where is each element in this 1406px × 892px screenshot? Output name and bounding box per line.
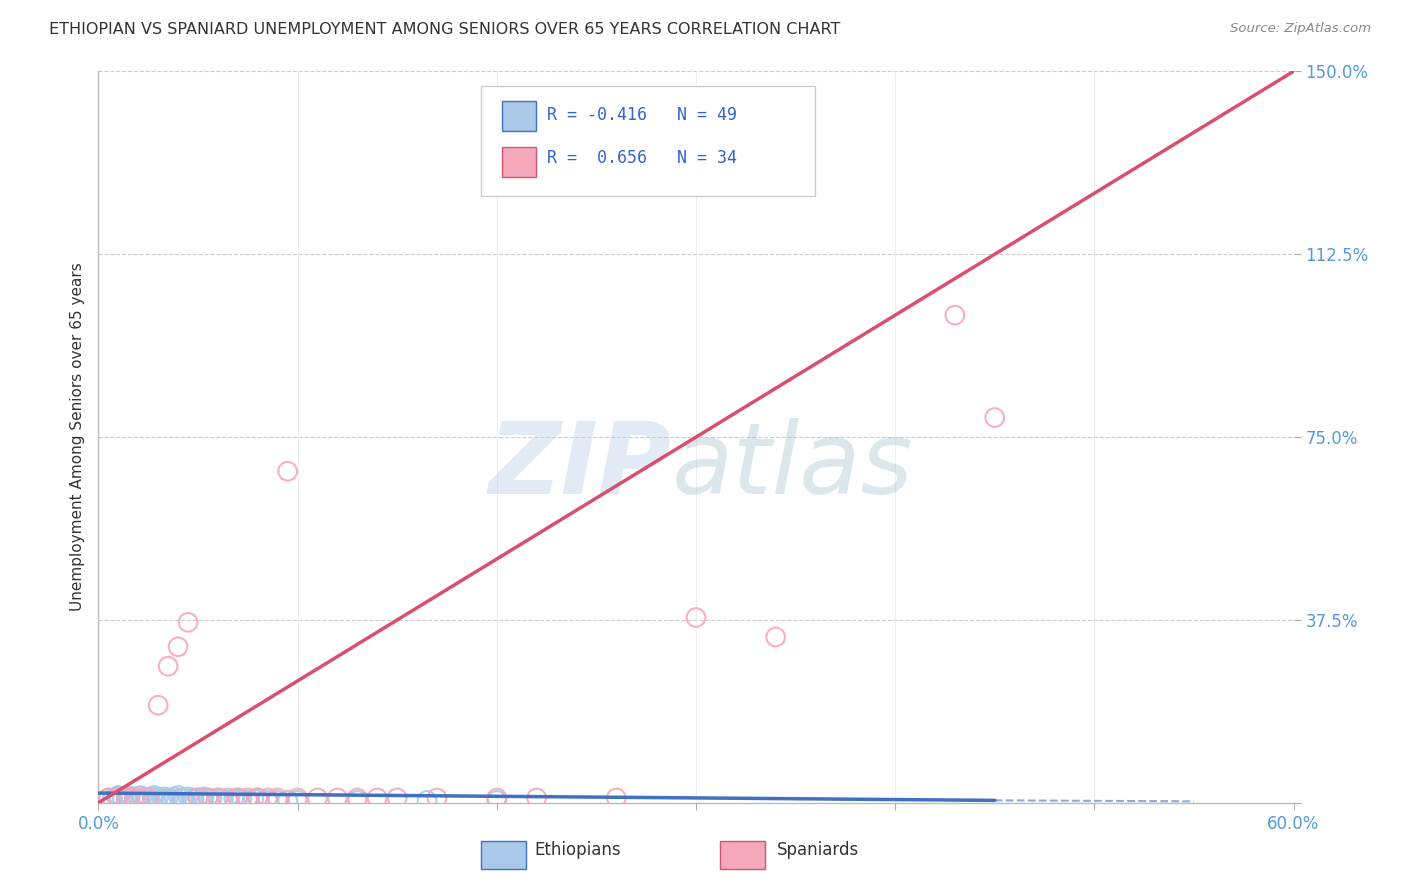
Y-axis label: Unemployment Among Seniors over 65 years: Unemployment Among Seniors over 65 years [70, 263, 86, 611]
Point [187, 791, 209, 805]
Text: Spaniards: Spaniards [778, 841, 859, 859]
Point [97, 791, 120, 805]
Point [135, 791, 157, 805]
Point [167, 789, 190, 803]
Point [153, 789, 176, 804]
Point [236, 791, 259, 805]
Point [163, 789, 186, 804]
FancyBboxPatch shape [720, 841, 765, 869]
Point [943, 308, 966, 322]
Text: Source: ZipAtlas.com: Source: ZipAtlas.com [1230, 22, 1371, 36]
Point [217, 791, 239, 805]
Point [183, 792, 205, 806]
Point [167, 640, 190, 654]
Point [243, 792, 266, 806]
Point [191, 792, 214, 806]
Point [385, 791, 409, 805]
Point [307, 791, 329, 805]
Point [150, 792, 173, 806]
Point [136, 792, 159, 806]
Point [124, 791, 146, 805]
Point [127, 791, 149, 805]
Point [177, 789, 200, 804]
Point [173, 792, 195, 806]
Point [105, 789, 128, 804]
Text: ZIP: ZIP [489, 417, 672, 515]
Point [187, 791, 209, 805]
Point [172, 791, 194, 805]
Point [111, 792, 134, 806]
FancyBboxPatch shape [502, 146, 536, 178]
Point [346, 791, 368, 805]
Point [416, 793, 439, 807]
Text: R = -0.416   N = 49: R = -0.416 N = 49 [547, 106, 737, 125]
Point [177, 615, 200, 630]
Point [277, 464, 299, 478]
Point [236, 793, 259, 807]
Text: atlas: atlas [672, 417, 914, 515]
Point [201, 792, 224, 806]
Point [160, 792, 183, 806]
Point [148, 698, 170, 713]
Point [267, 793, 290, 807]
Point [181, 791, 204, 805]
Point [526, 791, 548, 805]
Point [143, 789, 166, 803]
Point [231, 792, 253, 806]
Point [131, 789, 153, 804]
Point [226, 791, 249, 805]
Point [605, 791, 627, 805]
Point [124, 791, 146, 805]
Text: ETHIOPIAN VS SPANIARD UNEMPLOYMENT AMONG SENIORS OVER 65 YEARS CORRELATION CHART: ETHIOPIAN VS SPANIARD UNEMPLOYMENT AMONG… [49, 22, 841, 37]
Point [226, 791, 249, 805]
Point [211, 792, 233, 806]
Point [685, 610, 707, 624]
Point [207, 791, 229, 805]
Point [120, 789, 142, 803]
Point [326, 791, 349, 805]
Point [97, 791, 120, 805]
Point [277, 793, 299, 807]
Point [197, 791, 219, 805]
Point [267, 791, 290, 805]
Point [141, 789, 163, 804]
Point [127, 792, 149, 806]
Point [287, 793, 309, 807]
Point [765, 630, 787, 644]
Point [115, 791, 138, 805]
Point [246, 791, 269, 805]
Point [485, 793, 508, 807]
Point [101, 792, 124, 806]
FancyBboxPatch shape [481, 86, 815, 195]
Point [207, 791, 229, 805]
Point [346, 793, 368, 807]
Point [222, 792, 245, 806]
Text: R =  0.656   N = 34: R = 0.656 N = 34 [547, 149, 737, 167]
Point [193, 789, 215, 804]
Point [117, 791, 139, 805]
Point [148, 791, 170, 805]
FancyBboxPatch shape [481, 841, 526, 869]
Point [136, 791, 159, 805]
Point [197, 791, 219, 805]
Point [984, 410, 1007, 425]
Text: Ethiopians: Ethiopians [534, 841, 621, 859]
Point [107, 791, 129, 805]
Point [217, 793, 239, 807]
Point [485, 791, 508, 805]
Point [426, 791, 449, 805]
Point [157, 659, 180, 673]
Point [129, 789, 152, 803]
FancyBboxPatch shape [502, 101, 536, 131]
Point [117, 789, 139, 804]
Point [157, 791, 180, 805]
Point [256, 791, 278, 805]
Point [256, 793, 278, 807]
Point [366, 791, 388, 805]
Point [287, 791, 309, 805]
Point [246, 791, 269, 805]
Point [107, 789, 129, 803]
